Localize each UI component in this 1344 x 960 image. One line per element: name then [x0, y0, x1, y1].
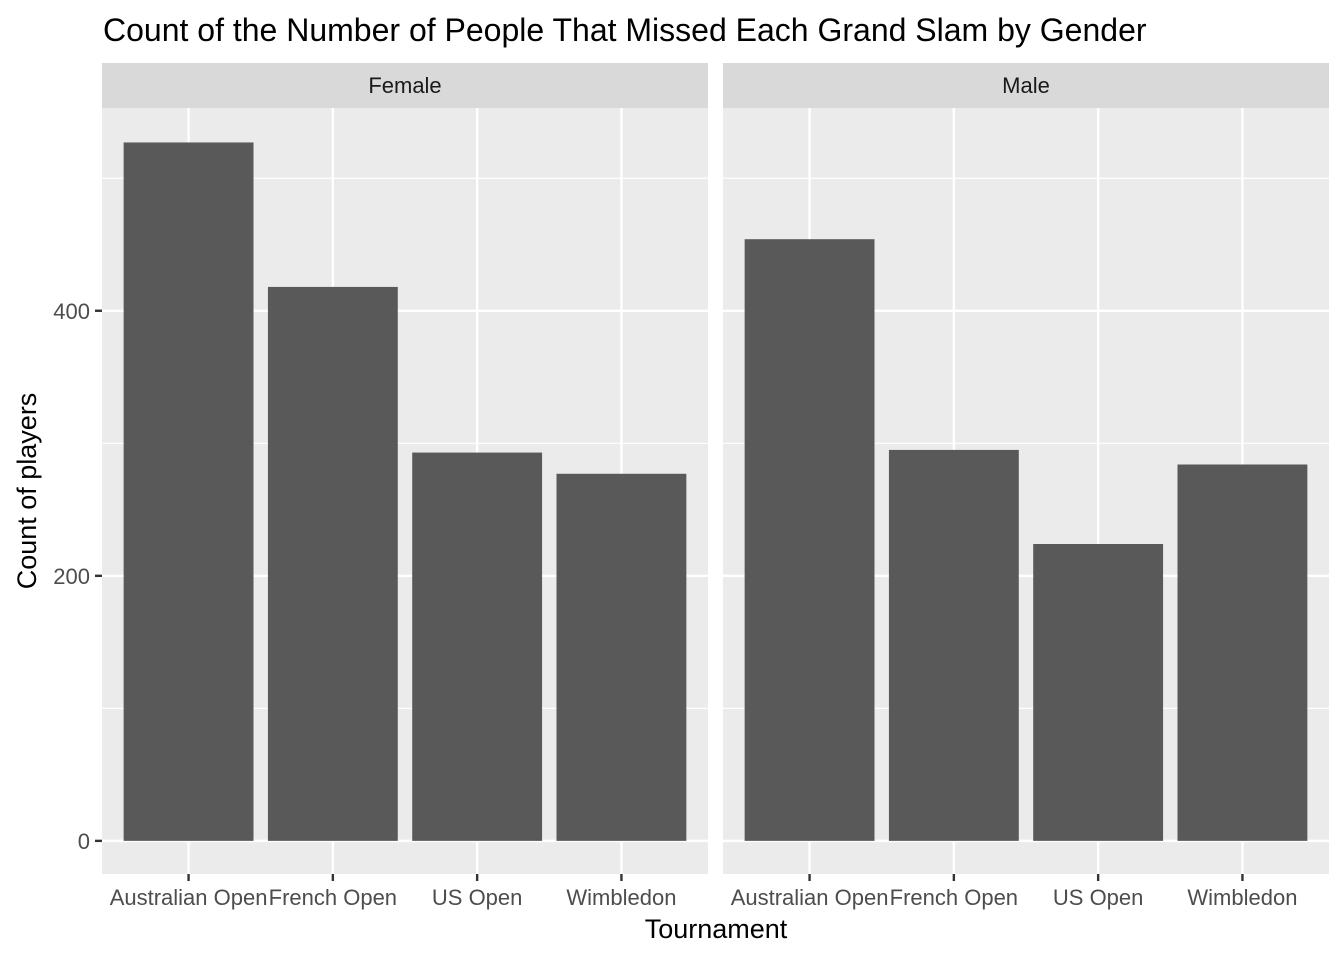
bar-female-wimbledon [556, 473, 687, 841]
bar-male-french-open [888, 449, 1019, 841]
x-tick-label: French Open [269, 885, 397, 910]
facet-strip-label: Male [1002, 73, 1050, 98]
x-tick-label: French Open [890, 885, 1018, 910]
facet-strip [723, 63, 1329, 108]
x-tick-label: Wimbledon [566, 885, 676, 910]
bar-male-us-open [1033, 544, 1164, 841]
facet-strip-label: Female [368, 73, 441, 98]
bar-female-french-open [267, 286, 398, 841]
facet-panel-female: Female Australian Open French Open US Open W… [102, 63, 708, 910]
y-tick-label: 200 [53, 564, 90, 589]
y-axis-title: Count of players [12, 393, 42, 590]
y-tick-label: 400 [53, 299, 90, 324]
x-tick-label: Wimbledon [1187, 885, 1297, 910]
x-tick-label: US Open [432, 885, 523, 910]
y-tick-label: 0 [78, 829, 90, 854]
x-tick-label: Australian Open [731, 885, 889, 910]
bar-female-australian-open [123, 142, 254, 841]
facet-strip [102, 63, 708, 108]
facet-panel-male: Male Australian Open French Open US Open Wim… [723, 63, 1329, 910]
chart-title: Count of the Number of People That Misse… [103, 12, 1147, 48]
bar-female-us-open [412, 452, 543, 841]
x-tick-label: US Open [1053, 885, 1144, 910]
x-tick-label: Australian Open [110, 885, 268, 910]
bar-male-wimbledon [1177, 464, 1308, 841]
x-axis-title: Tournament [645, 914, 788, 944]
y-axis: 0 200 400 [53, 299, 102, 854]
bar-male-australian-open [744, 239, 875, 841]
